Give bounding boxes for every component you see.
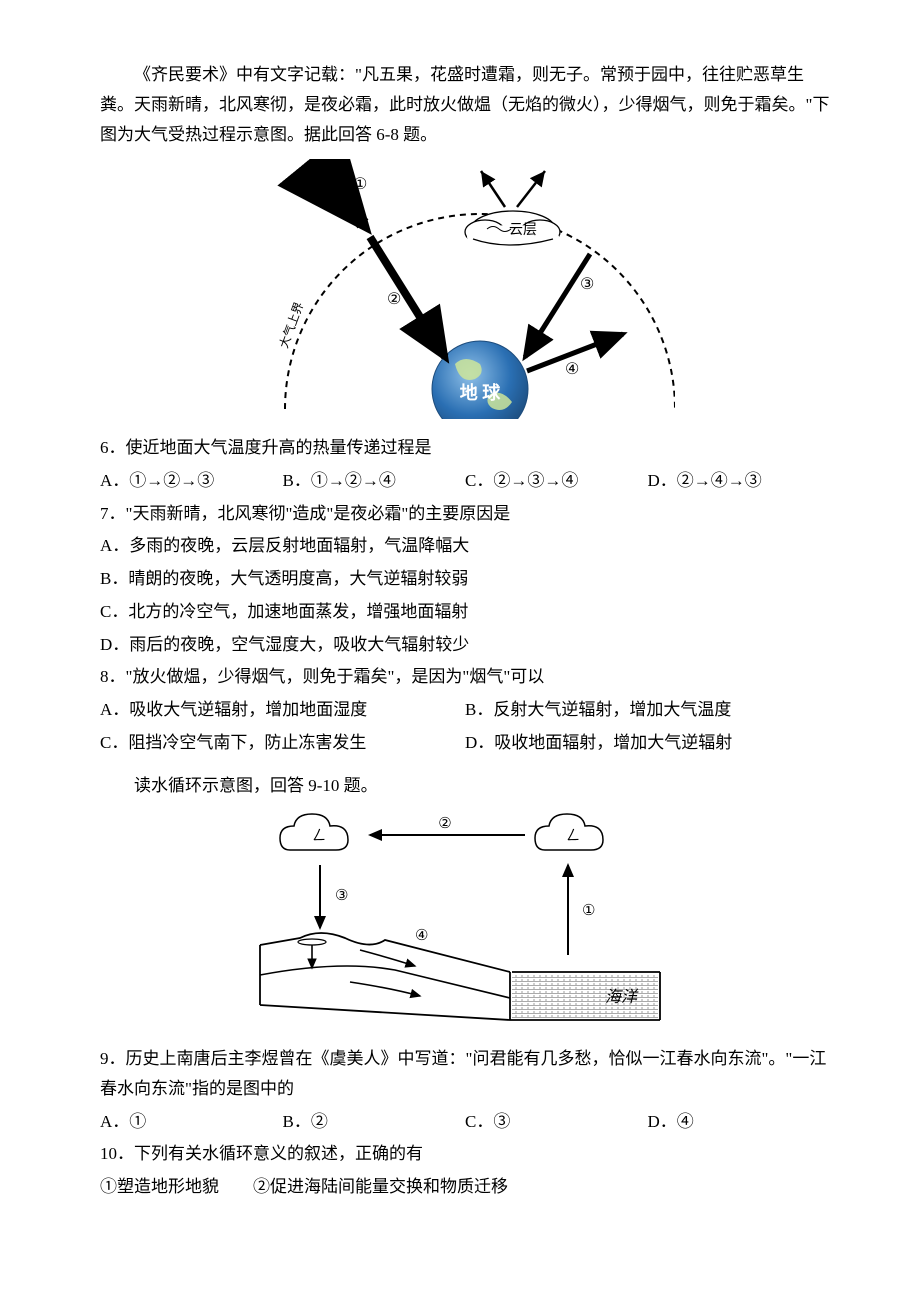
d2-n4: ④ xyxy=(415,928,428,944)
cloud-icon: 云层 xyxy=(465,211,560,249)
diagram-water-cycle: ㄥ ㄥ ② ① ③ 海洋 ④ xyxy=(100,810,830,1040)
intro-passage-2: 读水循环示意图，回答 9-10 题。 xyxy=(100,771,830,801)
q9-a: A．① xyxy=(100,1107,283,1137)
q6-c: C．②→③→④ xyxy=(465,466,648,496)
num-3: ③ xyxy=(580,276,594,293)
q10-part: ①塑造地形地貌 ②促进海陆间能量交换和物质迁移 xyxy=(100,1172,830,1202)
q7-c: C．北方的冷空气，加速地面蒸发，增强地面辐射 xyxy=(100,597,830,627)
q8-row2: C．阻挡冷空气南下，防止冻害发生 D．吸收地面辐射，增加大气逆辐射 xyxy=(100,728,830,758)
diagram-atmosphere: 大气上界 地 球 云层 xyxy=(100,159,830,429)
svg-text:ㄥ: ㄥ xyxy=(566,829,580,844)
q7-b: B．晴朗的夜晚，大气透明度高，大气逆辐射较弱 xyxy=(100,564,830,594)
cloud-left-icon: ㄥ xyxy=(280,814,348,850)
num-1: ① xyxy=(353,176,367,193)
q8-d: D．吸收地面辐射，增加大气逆辐射 xyxy=(465,728,830,758)
q9-c: C．③ xyxy=(465,1107,648,1137)
q7-d: D．雨后的夜晚，空气湿度大，吸收大气辐射较少 xyxy=(100,630,830,660)
q9-choices: A．① B．② C．③ D．④ xyxy=(100,1107,830,1137)
earth-label: 地 球 xyxy=(460,382,501,403)
d2-n3: ③ xyxy=(335,888,348,904)
ocean-label: 海洋 xyxy=(605,988,639,1006)
cloud-label: 云层 xyxy=(509,223,537,238)
cloud-right-icon: ㄥ xyxy=(535,814,603,850)
svg-text:ㄥ: ㄥ xyxy=(312,829,326,844)
q6-d: D．②→④→③ xyxy=(648,466,831,496)
q6-a: A．①→②→③ xyxy=(100,466,283,496)
num-4: ④ xyxy=(565,361,579,378)
q6-choices: A．①→②→③ B．①→②→④ C．②→③→④ D．②→④→③ xyxy=(100,466,830,496)
q7-stem: 7．"天雨新晴，北风寒彻"造成"是夜必霜"的主要原因是 xyxy=(100,499,830,529)
atmosphere-svg: 大气上界 地 球 云层 xyxy=(255,159,675,419)
q9-d: D．④ xyxy=(648,1107,831,1137)
q8-stem: 8．"放火做煴，少得烟气，则免于霜矣"，是因为"烟气"可以 xyxy=(100,662,830,692)
q8-a: A．吸收大气逆辐射，增加地面湿度 xyxy=(100,695,465,725)
q6-stem: 6．使近地面大气温度升高的热量传递过程是 xyxy=(100,433,830,463)
q8-c: C．阻挡冷空气南下，防止冻害发生 xyxy=(100,728,465,758)
q9-b: B．② xyxy=(283,1107,466,1137)
q8-row1: A．吸收大气逆辐射，增加地面湿度 B．反射大气逆辐射，增加大气温度 xyxy=(100,695,830,725)
q10-stem: 10．下列有关水循环意义的叙述，正确的有 xyxy=(100,1139,830,1169)
q9-stem: 9．历史上南唐后主李煜曾在《虞美人》中写道："问君能有几多愁，恰似一江春水向东流… xyxy=(100,1044,830,1104)
q7-a: A．多雨的夜晚，云层反射地面辐射，气温降幅大 xyxy=(100,531,830,561)
intro-passage-1: 《齐民要术》中有文字记载："凡五果，花盛时遭霜，则无子。常预于园中，往往贮恶草生… xyxy=(100,60,830,149)
d2-n2: ② xyxy=(438,816,451,832)
axis-label: 大气上界 xyxy=(276,300,307,350)
q6-b: B．①→②→④ xyxy=(283,466,466,496)
d2-n1: ① xyxy=(582,903,595,919)
num-2: ② xyxy=(387,291,401,308)
water-cycle-svg: ㄥ ㄥ ② ① ③ 海洋 ④ xyxy=(250,810,680,1030)
q8-b: B．反射大气逆辐射，增加大气温度 xyxy=(465,695,830,725)
